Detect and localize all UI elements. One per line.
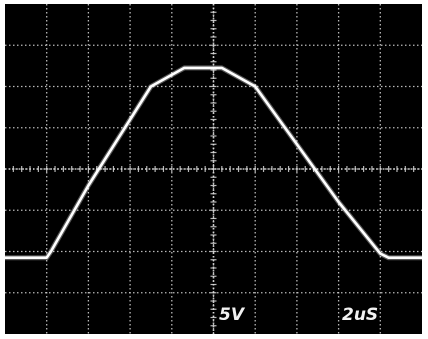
- oscilloscope-frame: 5V 2uS: [5, 4, 422, 334]
- graticule: [5, 4, 422, 334]
- time-per-division-label: 2uS: [342, 305, 378, 325]
- trace-layer: [5, 65, 422, 261]
- volts-per-division-label: 5V: [219, 305, 246, 325]
- signal-trace: [5, 66, 422, 259]
- oscilloscope-screen: 5V 2uS: [5, 4, 422, 334]
